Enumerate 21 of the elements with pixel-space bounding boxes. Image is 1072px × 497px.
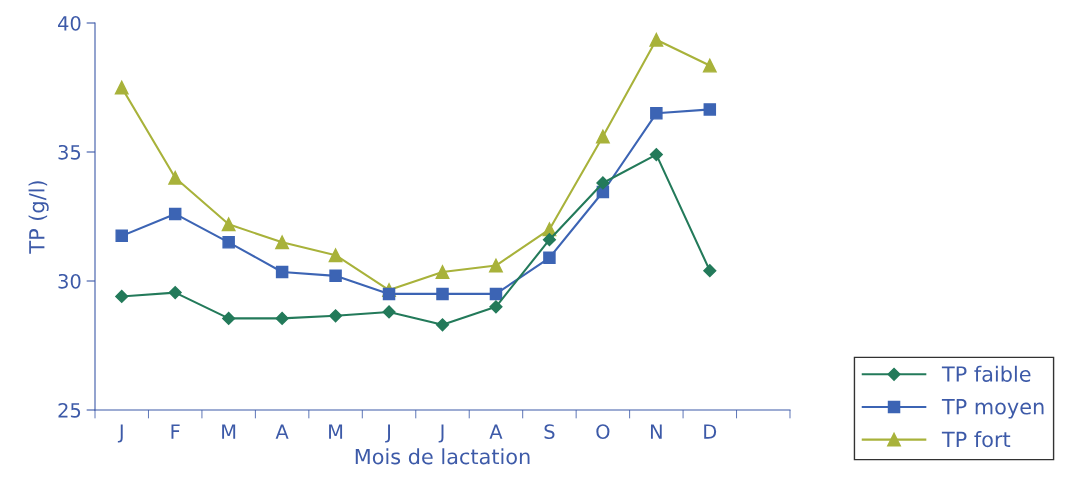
legend-label: TP fort bbox=[941, 431, 1011, 448]
x-tick-label: J bbox=[385, 424, 390, 443]
x-tick-label: F bbox=[171, 424, 180, 439]
x-tick-label: M bbox=[329, 424, 343, 439]
x-tick-label: A bbox=[489, 424, 503, 439]
legend-label: TP faible bbox=[941, 365, 1031, 382]
y-tick-label: 30 bbox=[58, 273, 81, 289]
y-axis-title: TP (g/l) bbox=[28, 181, 49, 254]
y-tick-label: 25 bbox=[58, 402, 81, 418]
x-tick-label: O bbox=[596, 424, 610, 439]
x-tick-label: S bbox=[544, 424, 555, 439]
x-tick-label: D bbox=[704, 424, 717, 439]
x-tick-label: A bbox=[275, 424, 289, 439]
y-tick-label: 40 bbox=[58, 15, 81, 31]
x-tick-label: J bbox=[438, 424, 444, 443]
x-axis-title: Mois de lactation bbox=[355, 448, 530, 465]
legend-label: TP moyen bbox=[941, 399, 1044, 419]
x-tick-label: N bbox=[650, 424, 662, 439]
y-tick-label: 35 bbox=[58, 144, 81, 160]
x-tick-label: M bbox=[222, 424, 236, 439]
x-tick-label: J bbox=[117, 424, 123, 443]
